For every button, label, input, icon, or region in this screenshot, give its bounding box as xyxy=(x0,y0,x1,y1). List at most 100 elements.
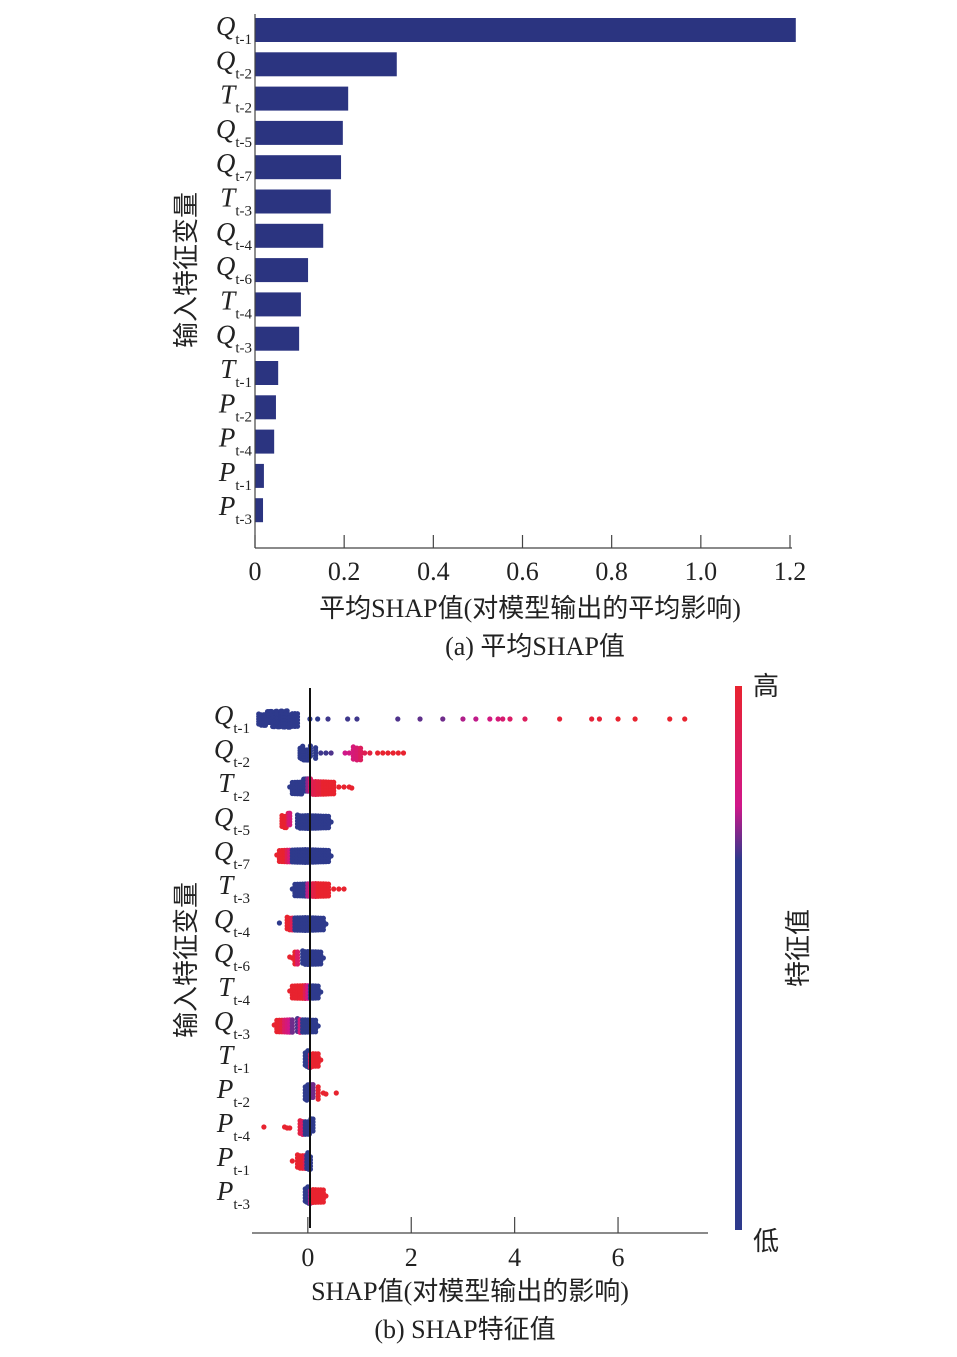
feature-label: Qt-2 xyxy=(216,45,252,82)
feature-label: Tt-4 xyxy=(220,285,252,322)
shap-point xyxy=(341,784,347,790)
shap-point xyxy=(667,716,673,722)
shap-point xyxy=(495,716,501,722)
shap-point xyxy=(487,716,493,722)
feature-label: Qt-4 xyxy=(216,217,253,254)
x-tick-label: 0.4 xyxy=(417,557,450,586)
shap-point xyxy=(310,1128,316,1134)
shap-point xyxy=(336,784,342,790)
panel-a-bar-chart: Qt-1Qt-2Tt-2Qt-5Qt-7Tt-3Qt-4Qt-6Tt-4Qt-3… xyxy=(172,11,806,661)
x-axis-label: SHAP值(对模型输出的影响) xyxy=(311,1277,629,1306)
shap-point xyxy=(294,961,301,967)
shap-point xyxy=(375,750,381,756)
bar xyxy=(255,292,301,317)
shap-point xyxy=(310,1094,316,1100)
shap-point xyxy=(354,716,360,722)
colorbar-high-label: 高 xyxy=(753,672,779,701)
bar xyxy=(255,155,342,180)
x-axis-label: 平均SHAP值(对模型输出的平均影响) xyxy=(319,594,741,623)
x-tick-label: 1.0 xyxy=(685,557,718,586)
feature-label: Pt-4 xyxy=(218,423,253,460)
x-tick-label: 0.6 xyxy=(506,557,539,586)
shap-point xyxy=(287,1125,293,1131)
x-tick-label: 6 xyxy=(612,1243,625,1272)
bar xyxy=(255,463,264,488)
feature-label: Pt-4 xyxy=(216,1108,251,1145)
shap-point xyxy=(349,785,355,791)
shap-point xyxy=(323,921,329,927)
shap-point xyxy=(323,1091,329,1097)
feature-label: Qt-5 xyxy=(214,802,250,839)
shap-point xyxy=(318,989,324,995)
bar xyxy=(255,86,349,111)
shap-point xyxy=(323,1193,329,1199)
bar xyxy=(255,52,397,77)
shap-point xyxy=(289,1029,295,1035)
feature-label: Tt-1 xyxy=(218,1040,250,1077)
bar xyxy=(255,326,300,351)
caption-b: (b) SHAP特征值 xyxy=(374,1315,555,1344)
shap-point xyxy=(346,750,352,756)
shap-point xyxy=(312,755,319,761)
feature-label: Qt-3 xyxy=(216,320,252,357)
shap-point xyxy=(395,716,401,722)
shap-point xyxy=(362,750,368,756)
shap-point xyxy=(320,955,326,961)
shap-point xyxy=(261,1124,267,1130)
feature-label: Pt-1 xyxy=(216,1142,250,1179)
shap-point xyxy=(473,716,479,722)
shap-point xyxy=(589,716,595,722)
shap-point xyxy=(315,716,321,722)
shap-point xyxy=(395,750,401,756)
x-tick-label: 2 xyxy=(405,1243,418,1272)
shap-point xyxy=(460,716,466,722)
shap-point xyxy=(294,723,301,729)
bar xyxy=(255,395,276,420)
colorbar-title: 特征值 xyxy=(784,909,813,987)
y-tick-labels: Qt-1Qt-2Tt-2Qt-5Qt-7Tt-3Qt-4Qt-6Tt-4Qt-3… xyxy=(216,11,253,528)
shap-point xyxy=(328,819,334,825)
caption-a: (a) 平均SHAP值 xyxy=(445,632,625,661)
shap-point xyxy=(318,1057,324,1063)
bar xyxy=(255,189,331,214)
feature-label: Qt-1 xyxy=(214,700,250,737)
shap-point xyxy=(336,886,342,892)
bar xyxy=(255,223,324,248)
shap-point xyxy=(342,750,348,756)
x-tick-label: 0.2 xyxy=(328,557,361,586)
feature-label: Qt-6 xyxy=(214,938,251,975)
y-axis-label: 输入特征变量 xyxy=(172,192,201,348)
bar xyxy=(255,498,264,523)
x-tick-label: 0.8 xyxy=(595,557,628,586)
feature-label: Tt-1 xyxy=(220,354,252,391)
shap-point xyxy=(276,920,283,926)
feature-label: Pt-3 xyxy=(216,1176,250,1213)
shap-point xyxy=(333,1090,339,1096)
shap-point xyxy=(385,750,391,756)
feature-label: Tt-2 xyxy=(218,768,250,805)
shap-point xyxy=(315,995,321,1001)
shap-point xyxy=(390,750,396,756)
bar xyxy=(255,429,275,454)
shap-point xyxy=(341,886,347,892)
shap-point xyxy=(596,716,603,722)
points xyxy=(256,708,688,1206)
feature-label: Qt-2 xyxy=(214,734,250,771)
shap-point xyxy=(287,822,293,828)
panel-b-beeswarm: Qt-1Qt-2Tt-2Qt-5Qt-7Tt-3Qt-4Qt-6Tt-4Qt-3… xyxy=(172,672,813,1344)
shap-point xyxy=(331,886,337,892)
shap-point xyxy=(500,716,506,722)
shap-point xyxy=(320,1199,326,1205)
shap-point xyxy=(417,716,423,722)
feature-label: Qt-5 xyxy=(216,114,252,151)
feature-label: Pt-2 xyxy=(216,1074,250,1111)
shap-point xyxy=(357,757,364,763)
shap-point xyxy=(325,825,332,831)
feature-label: Qt-3 xyxy=(214,1006,250,1043)
shap-point xyxy=(328,853,334,859)
shap-point xyxy=(289,1158,295,1164)
shap-point xyxy=(315,1096,321,1102)
shap-point xyxy=(367,750,373,756)
y-axis-label: 输入特征变量 xyxy=(172,882,201,1038)
